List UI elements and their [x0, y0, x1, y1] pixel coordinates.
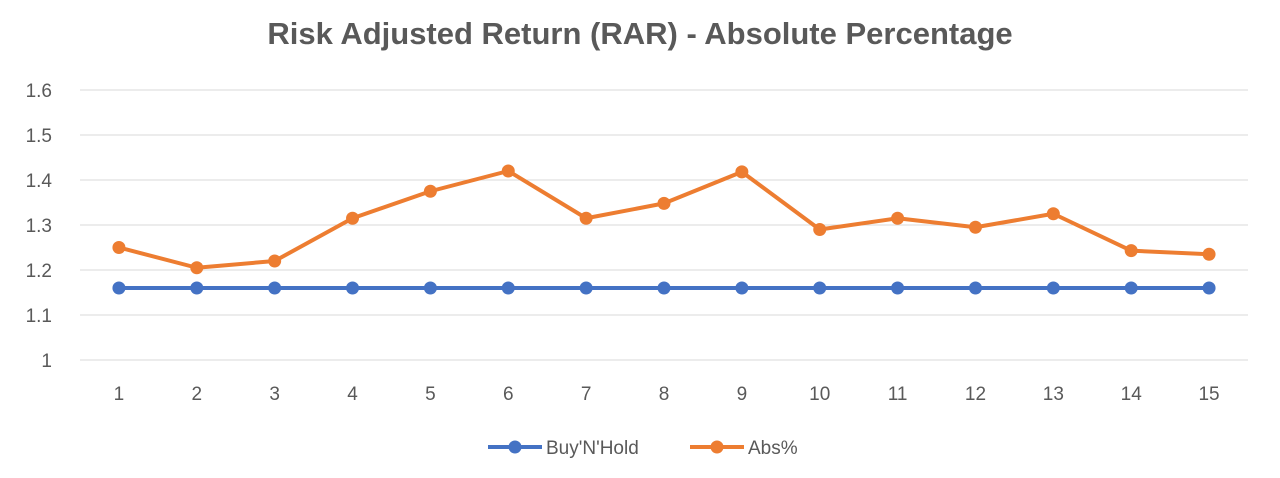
data-point: [1046, 281, 1060, 295]
series-lines: [112, 164, 1216, 295]
chart-title: Risk Adjusted Return (RAR) - Absolute Pe…: [267, 16, 1012, 51]
data-point: [1202, 247, 1216, 261]
data-point: [891, 211, 905, 225]
y-tick-label: 1.5: [26, 126, 52, 147]
x-tick-label: 6: [503, 384, 514, 405]
data-point: [112, 241, 126, 254]
x-tick-label: 7: [581, 384, 592, 405]
data-point: [1124, 244, 1138, 258]
x-tick-label: 2: [192, 384, 203, 405]
data-point: [813, 281, 827, 295]
y-tick-label: 1.4: [26, 171, 53, 192]
y-tick-label: 1.6: [26, 81, 52, 102]
x-tick-label: 9: [737, 384, 748, 405]
data-point: [735, 165, 749, 179]
series-line: [118, 169, 1210, 270]
series-1: [112, 164, 1216, 275]
data-point: [346, 211, 360, 225]
data-point: [268, 281, 282, 295]
data-point: [579, 281, 593, 295]
y-tick-label: 1.3: [26, 216, 52, 237]
data-point: [112, 281, 126, 295]
legend-swatch-marker: [710, 440, 724, 454]
data-point: [968, 281, 982, 295]
x-tick-label: 10: [809, 384, 830, 405]
data-point: [190, 261, 204, 275]
x-axis-ticks: 1 2 3 4 5 6 7 8 9 10 11 12 13 14 15: [114, 384, 1220, 405]
data-point: [657, 281, 671, 295]
x-tick-label: 5: [425, 384, 436, 405]
data-point: [579, 211, 593, 225]
data-point: [501, 281, 515, 295]
x-tick-label: 15: [1198, 384, 1219, 405]
x-tick-label: 3: [269, 384, 280, 405]
legend-item: Buy'N'Hold: [488, 438, 639, 459]
data-point: [657, 196, 671, 210]
x-tick-label: 1: [114, 384, 125, 405]
x-tick-label: 12: [965, 384, 986, 405]
data-point: [1202, 281, 1216, 295]
y-tick-label: 1: [41, 351, 52, 372]
data-point: [735, 281, 749, 295]
legend-label: Abs%: [748, 438, 798, 459]
x-tick-label: 4: [347, 384, 358, 405]
x-tick-label: 11: [888, 384, 908, 405]
x-tick-label: 14: [1121, 384, 1143, 405]
data-point: [268, 254, 282, 268]
legend-label: Buy'N'Hold: [546, 438, 639, 459]
data-point: [190, 281, 204, 295]
data-point: [1124, 281, 1138, 295]
data-point: [891, 281, 905, 295]
series-0: [112, 281, 1216, 295]
legend-swatch-marker: [508, 440, 522, 454]
y-tick-label: 1.1: [26, 306, 52, 327]
data-point: [1046, 207, 1060, 221]
data-point: [423, 281, 437, 295]
y-axis-ticks: 1 1.1 1.2 1.3 1.4 1.5 1.6: [26, 81, 53, 372]
y-tick-label: 1.2: [26, 261, 52, 282]
data-point: [501, 164, 515, 178]
x-tick-label: 13: [1043, 384, 1064, 405]
data-point: [423, 184, 437, 198]
legend: Buy'N'Hold Abs%: [488, 438, 798, 459]
x-tick-label: 8: [659, 384, 670, 405]
gridlines: [80, 89, 1248, 361]
legend-item: Abs%: [690, 438, 798, 459]
data-point: [813, 223, 827, 236]
data-point: [968, 220, 982, 234]
data-point: [346, 281, 360, 295]
